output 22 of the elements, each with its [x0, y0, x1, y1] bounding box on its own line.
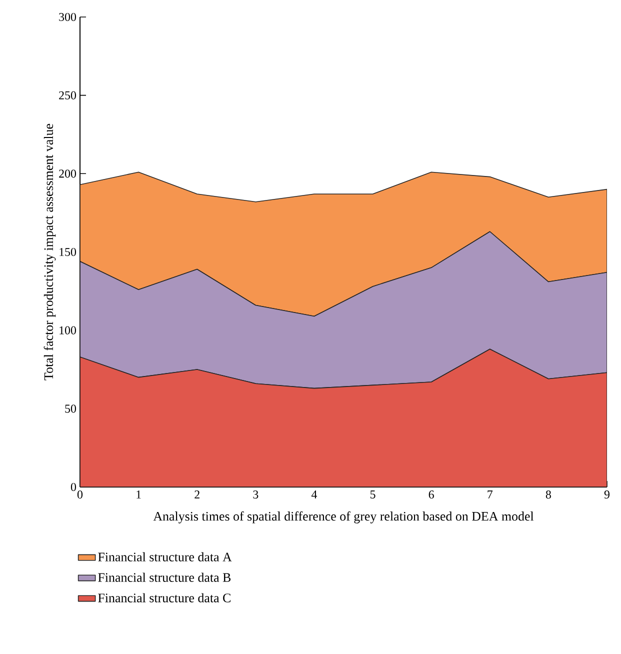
x-tick-label: 3: [253, 490, 258, 499]
legend-label: Financial structure data A: [98, 552, 232, 562]
y-tick-label: 50: [65, 404, 76, 413]
y-tick-label: 150: [60, 248, 76, 256]
y-tick-label: 300: [59, 12, 76, 22]
y-axis-title: Total factor productivity impact assessment value: [44, 124, 56, 380]
x-axis-title: Analysis times of spatial difference of grey relation based on DEA model: [153, 511, 534, 524]
x-tick-label: 6: [428, 490, 434, 499]
y-tick-label: 0: [70, 482, 76, 492]
legend-label: Financial structure data B: [98, 572, 231, 582]
x-tick-label: 8: [546, 490, 551, 499]
x-tick-label: 5: [370, 490, 376, 498]
y-tick-label: 250: [59, 91, 76, 100]
x-tick-label: 9: [604, 490, 610, 499]
y-tick-label: 200: [59, 170, 76, 178]
x-tick-label: 2: [194, 490, 200, 498]
x-tick-label: 1: [136, 490, 141, 498]
x-tick-label: 7: [488, 490, 493, 498]
legend-label: Financial structure data C: [98, 593, 230, 602]
x-tick-label: 0: [77, 490, 83, 499]
x-tick-label: 4: [311, 490, 318, 498]
y-tick-label: 100: [60, 326, 76, 334]
